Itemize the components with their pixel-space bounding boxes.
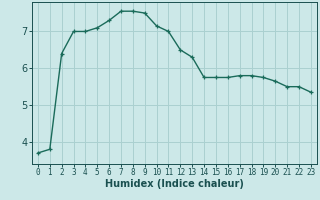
X-axis label: Humidex (Indice chaleur): Humidex (Indice chaleur) bbox=[105, 179, 244, 189]
